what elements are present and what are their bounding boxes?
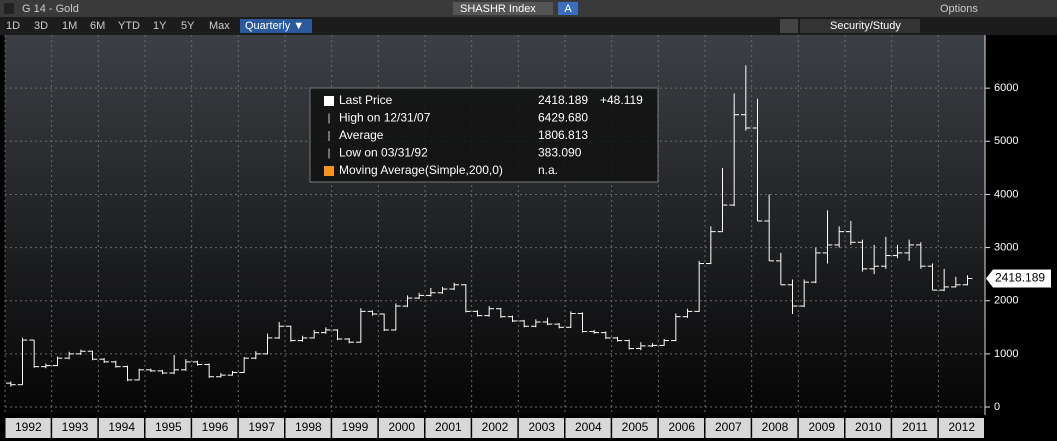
legend-value: 383.090 (538, 146, 582, 160)
x-tick-box (472, 418, 518, 438)
legend-name: Low on 03/31/92 (339, 146, 428, 160)
x-tick-box (285, 418, 331, 438)
ticker-flag-box[interactable] (558, 2, 578, 15)
y-tick-label: 4000 (994, 188, 1018, 200)
x-tick-box (612, 418, 658, 438)
period-box[interactable] (240, 19, 312, 33)
x-tick-label: 2008 (762, 420, 789, 434)
range-button[interactable]: 1M (62, 20, 77, 32)
x-tick-label: 2002 (482, 420, 509, 434)
ticker[interactable]: SHASHR Index (460, 3, 536, 15)
x-tick-box (705, 418, 751, 438)
last-price-tag (986, 269, 1051, 288)
x-tick-label: 2003 (528, 420, 555, 434)
x-tick-label: 1994 (108, 420, 135, 434)
x-tick-label: 2005 (622, 420, 649, 434)
x-tick-box (145, 418, 191, 438)
legend-name: Last Price (339, 93, 393, 107)
legend-swatch (324, 96, 334, 106)
x-tick-label: 2007 (715, 420, 742, 434)
range-button[interactable]: 6M (90, 20, 105, 32)
menu-button[interactable] (4, 3, 14, 14)
range-button[interactable]: YTD (118, 20, 140, 32)
x-tick-box (518, 418, 564, 438)
x-tick-box (798, 418, 844, 438)
x-tick-box (845, 418, 891, 438)
x-tick-label: 1996 (202, 420, 229, 434)
study[interactable]: Security/Study (830, 20, 901, 32)
y-tick-label: 6000 (994, 82, 1018, 94)
x-tick-label: 2000 (388, 420, 415, 434)
range-button[interactable]: Max (209, 20, 230, 32)
range-button[interactable]: 3D (34, 20, 48, 32)
x-tick-box (892, 418, 938, 438)
range-button[interactable]: 1D (6, 20, 20, 32)
range-button[interactable]: 1Y (153, 20, 167, 32)
x-tick-box (565, 418, 611, 438)
x-tick-label: 2004 (575, 420, 602, 434)
legend-value: 2418.189 (538, 93, 588, 107)
legend-name: High on 12/31/07 (339, 111, 431, 125)
collapse-button[interactable] (780, 19, 798, 33)
ticker-flag: A (564, 3, 572, 15)
y-tick-label: 3000 (994, 241, 1018, 253)
legend-name: Moving Average(Simple,200,0) (339, 163, 503, 177)
x-tick-label: 1992 (15, 420, 42, 434)
legend-swatch (324, 166, 334, 176)
legend-change: +48.119 (600, 93, 643, 107)
x-tick-label: 1998 (295, 420, 322, 434)
x-tick-box (938, 418, 984, 438)
x-tick-box (425, 418, 471, 438)
x-tick-label: 1999 (342, 420, 369, 434)
x-tick-box (378, 418, 424, 438)
x-tick-box (238, 418, 284, 438)
legend-name: Average (339, 128, 384, 142)
x-tick-box (5, 418, 51, 438)
y-tick-label: 1000 (994, 348, 1018, 360)
ticker-box[interactable] (453, 2, 553, 15)
x-tick-label: 1993 (62, 420, 89, 434)
legend-value: 6429.680 (538, 111, 588, 125)
x-tick-label: 2009 (808, 420, 835, 434)
y-tick-label: 0 (994, 401, 1000, 413)
y-tick-label: 2000 (994, 295, 1018, 307)
x-tick-label: 2006 (668, 420, 695, 434)
study-box[interactable] (800, 19, 920, 33)
x-tick-box (98, 418, 144, 438)
options[interactable]: Options (940, 3, 978, 15)
x-tick-box (658, 418, 704, 438)
x-tick-label: 1997 (248, 420, 275, 434)
x-tick-label: 1995 (155, 420, 182, 434)
x-tick-label: 2010 (855, 420, 882, 434)
security-name: G 14 - Gold (22, 3, 79, 15)
last-price-label: 2418.189 (995, 271, 1045, 285)
x-tick-label: 2012 (948, 420, 975, 434)
legend-value: n.a. (538, 163, 558, 177)
x-tick-label: 2001 (435, 420, 462, 434)
x-tick-box (192, 418, 238, 438)
x-tick-box (52, 418, 98, 438)
legend-value: 1806.813 (538, 128, 588, 142)
range-button[interactable]: 5Y (181, 20, 195, 32)
y-tick-label: 5000 (994, 135, 1018, 147)
x-tick-box (332, 418, 378, 438)
x-tick-box (752, 418, 798, 438)
y-axis-area (985, 35, 1057, 415)
legend-box (309, 87, 659, 183)
x-tick-label: 2011 (902, 420, 928, 434)
period[interactable]: Quarterly ▼ (245, 20, 304, 32)
